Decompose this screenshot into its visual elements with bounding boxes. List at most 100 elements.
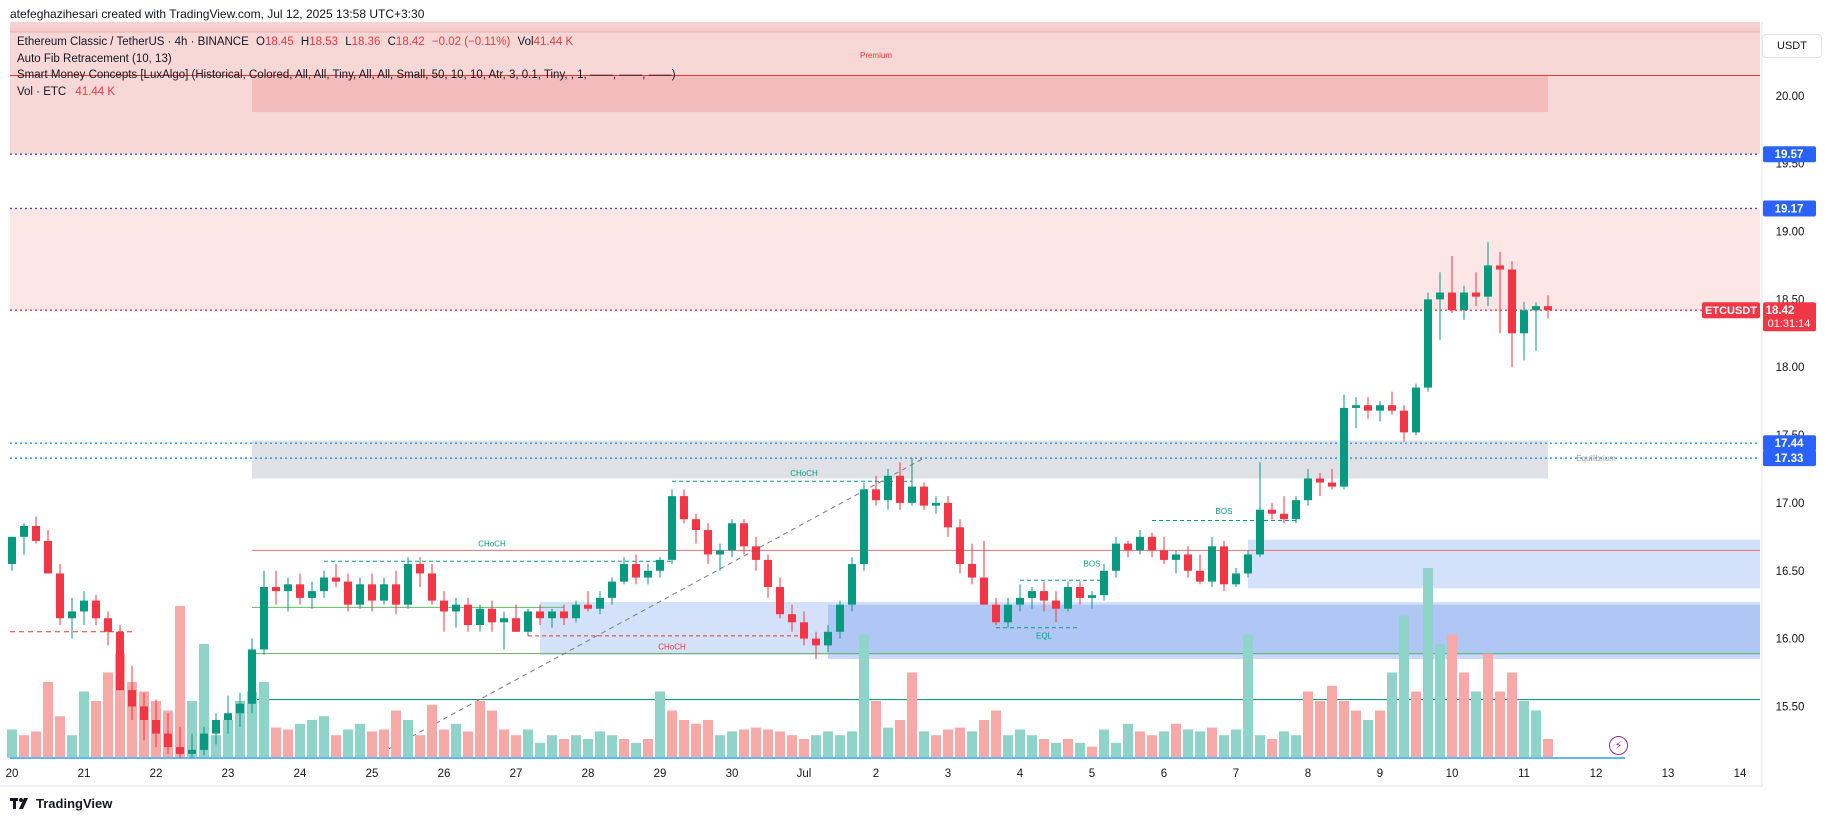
volume-bar xyxy=(1303,691,1313,758)
candle-body xyxy=(560,611,568,619)
volume-bar xyxy=(451,723,461,758)
volume-bar xyxy=(307,720,317,758)
candle-body xyxy=(692,519,700,531)
candle xyxy=(308,581,316,609)
volume-bar xyxy=(1459,672,1469,758)
volume-bar xyxy=(835,735,845,758)
candle-body xyxy=(632,563,640,578)
chart-annotation: Equilibrium xyxy=(1576,454,1616,463)
candle-body xyxy=(596,597,604,609)
candle-body xyxy=(308,591,316,598)
ohlc-row[interactable]: Ethereum Classic / TetherUS · 4h · BINAN… xyxy=(17,34,676,51)
candle xyxy=(1148,532,1156,558)
candle xyxy=(968,543,976,585)
zone-fib-zone xyxy=(10,208,1760,311)
zone-premium-inner xyxy=(252,75,1548,113)
time-tick-label: 23 xyxy=(222,768,235,780)
volume-bar xyxy=(427,704,437,758)
candle xyxy=(1040,581,1048,612)
volume-bar xyxy=(871,701,881,758)
low-label: L xyxy=(345,36,352,48)
candle xyxy=(188,733,196,758)
volume-bar xyxy=(1171,723,1181,758)
time-tick-label: 26 xyxy=(438,768,451,780)
candle xyxy=(56,563,64,626)
candle xyxy=(476,604,484,632)
candle xyxy=(1112,536,1120,578)
candle-body xyxy=(356,584,364,605)
volume-bar xyxy=(43,682,53,758)
volume-bar xyxy=(1147,735,1157,758)
volume-bar xyxy=(919,731,929,758)
volume-bar xyxy=(175,606,185,758)
volume-bar xyxy=(607,735,617,758)
candle-body xyxy=(392,584,400,605)
volume-label: Vol xyxy=(517,36,534,48)
indicator-smc[interactable]: Smart Money Concepts [LuxAlgo] (Historic… xyxy=(17,69,676,81)
candle xyxy=(1328,468,1336,490)
candle xyxy=(560,604,568,626)
candle xyxy=(620,557,628,585)
candle-body xyxy=(1484,265,1492,297)
candle xyxy=(680,489,688,524)
currency-button[interactable]: USDT xyxy=(1762,34,1822,58)
candle-body xyxy=(1448,292,1456,311)
price-label-text: 19.57 xyxy=(1775,149,1804,161)
candle-body xyxy=(272,587,280,592)
candle xyxy=(644,563,652,585)
volume-indicator-value: 41.44 K xyxy=(75,85,116,98)
volume-bar xyxy=(67,735,77,758)
indicator-fib[interactable]: Auto Fib Retracement (10, 13) xyxy=(17,52,172,65)
high-value: 18.53 xyxy=(309,36,339,48)
volume-bar xyxy=(823,731,833,758)
candle xyxy=(200,726,208,756)
candle xyxy=(944,496,952,537)
volume-bar xyxy=(271,727,281,758)
volume-bar xyxy=(1531,710,1541,758)
candle-body xyxy=(956,527,964,564)
candle-body xyxy=(260,587,268,650)
time-tick-label: 20 xyxy=(6,768,19,780)
candle xyxy=(488,600,496,632)
tradingview-logo[interactable]: TradingView xyxy=(10,796,112,811)
candle-body xyxy=(476,608,484,626)
candle-body xyxy=(572,604,580,619)
volume-bar xyxy=(739,729,749,758)
chart-annotation: Premium xyxy=(860,51,892,60)
volume-bar xyxy=(1291,735,1301,758)
indicator-volume[interactable]: Vol · ETC 41.44 K xyxy=(17,84,676,101)
candle xyxy=(1268,502,1276,520)
price-tick-label: 20.00 xyxy=(1776,91,1805,103)
candle-body xyxy=(1088,595,1096,598)
open-value: 18.45 xyxy=(264,36,294,48)
lightning-icon[interactable]: ⚡ xyxy=(1609,736,1628,755)
candle-body xyxy=(1496,265,1504,270)
candle-body xyxy=(1520,310,1528,334)
time-tick-label: 9 xyxy=(1377,768,1383,780)
zone-premium-upper xyxy=(10,28,1760,155)
candle xyxy=(932,496,940,514)
price-label-badge: 17.44 xyxy=(1763,435,1816,452)
candle-body xyxy=(428,573,436,601)
candle-body xyxy=(500,618,508,623)
candle-body xyxy=(188,749,196,754)
time-tick-label: 22 xyxy=(150,768,163,780)
price-tick-label: 16.50 xyxy=(1776,566,1805,578)
candle xyxy=(1460,285,1468,320)
candle-body xyxy=(968,563,976,578)
candle xyxy=(44,530,52,574)
candle-body xyxy=(620,563,628,582)
candle-body xyxy=(32,525,40,541)
candle xyxy=(1448,255,1456,313)
symbol-description[interactable]: Ethereum Classic / TetherUS · 4h · BINAN… xyxy=(17,36,249,48)
price-label-bg xyxy=(1763,146,1816,163)
time-tick-label: 5 xyxy=(1089,768,1095,780)
volume-bar xyxy=(751,727,761,758)
candle-body xyxy=(212,720,220,734)
candle-body xyxy=(8,536,16,564)
candle xyxy=(452,597,460,628)
candle xyxy=(1532,302,1540,351)
candle xyxy=(524,608,532,636)
time-tick-label: 13 xyxy=(1662,768,1675,780)
